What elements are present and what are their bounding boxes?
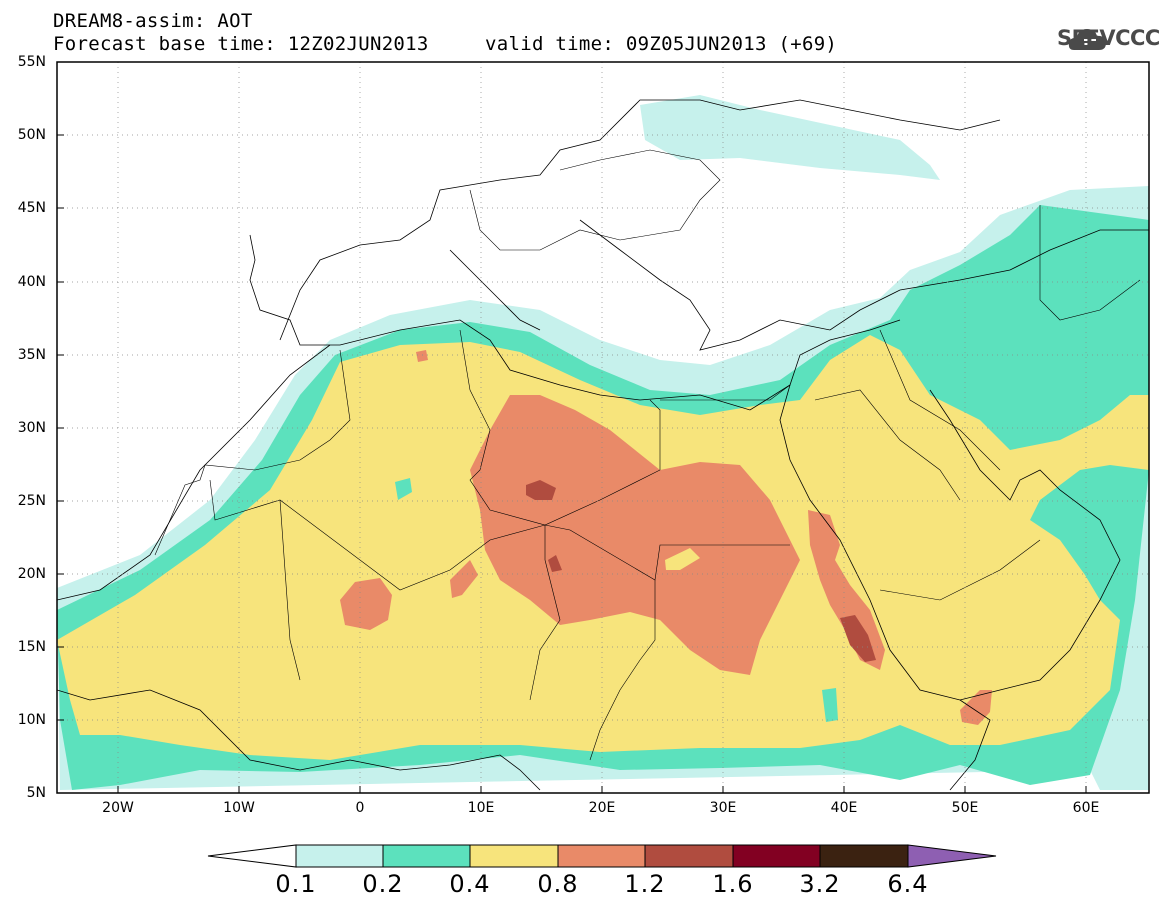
aot-area-0.8-mali bbox=[340, 578, 392, 630]
lat-label: 10N bbox=[17, 712, 46, 728]
colorbar-label: 0.8 bbox=[537, 870, 579, 898]
aot-area-1.2-redsea bbox=[840, 615, 876, 662]
aot-area-1.2-libya bbox=[526, 480, 556, 500]
colorbar-label: 1.2 bbox=[624, 870, 666, 898]
aot-area-0.1-north bbox=[640, 95, 940, 180]
lon-label: 40E bbox=[830, 800, 858, 816]
lon-label: 20E bbox=[588, 800, 616, 816]
axis-ticks bbox=[57, 61, 1087, 794]
lon-label: 20W bbox=[102, 800, 134, 816]
colorbar-swatch-6 bbox=[819, 844, 909, 868]
lat-label: 20N bbox=[17, 566, 46, 582]
country-borders bbox=[154, 149, 1141, 761]
lat-label: 35N bbox=[17, 347, 46, 363]
grid-lines bbox=[57, 62, 1149, 793]
lat-label: 55N bbox=[17, 54, 46, 70]
lat-label: 15N bbox=[17, 639, 46, 655]
aot-area-0.8-chad bbox=[450, 560, 478, 598]
cloud-icon bbox=[1068, 29, 1106, 50]
colorbar-below-arrow bbox=[207, 844, 297, 868]
colorbar-swatch-2 bbox=[469, 844, 559, 868]
colorbar-label: 3.2 bbox=[799, 870, 841, 898]
valid-time: valid time: 09Z05JUN2013 (+69) bbox=[485, 33, 838, 55]
colorbar-label: 0.2 bbox=[362, 870, 404, 898]
lon-label: 50E bbox=[951, 800, 979, 816]
colorbar-label: 0.4 bbox=[449, 870, 491, 898]
colorbar-swatch-4 bbox=[644, 844, 734, 868]
colorbar-swatch-0 bbox=[295, 844, 384, 868]
lat-label: 5N bbox=[26, 785, 46, 801]
colorbar-label: 1.6 bbox=[712, 870, 754, 898]
aot-area-0.8-sahara bbox=[470, 395, 800, 675]
logo-text: SEEVCCC bbox=[1057, 26, 1160, 50]
aot-area-0.8-redsea bbox=[808, 510, 885, 670]
aot-area-0.8-algeria bbox=[416, 350, 428, 362]
forecast-base-time: Forecast base time: 12Z02JUN2013 bbox=[53, 33, 429, 55]
colorbar-above-arrow bbox=[907, 844, 997, 868]
colorbar bbox=[207, 844, 997, 868]
lon-label: 30E bbox=[709, 800, 737, 816]
map-title: DREAM8-assim: AOT bbox=[53, 10, 253, 32]
lat-label: 25N bbox=[17, 493, 46, 509]
lat-label: 45N bbox=[17, 200, 46, 216]
colorbar-swatch-5 bbox=[732, 844, 821, 868]
lon-label: 60E bbox=[1072, 800, 1100, 816]
lat-label: 50N bbox=[17, 127, 46, 143]
lon-label: 10E bbox=[467, 800, 495, 816]
lon-label: 0 bbox=[355, 800, 365, 816]
colorbar-label: 6.4 bbox=[887, 870, 929, 898]
colorbar-swatch-1 bbox=[382, 844, 471, 868]
colorbar-label: 0.1 bbox=[275, 870, 317, 898]
lon-label: 10W bbox=[223, 800, 255, 816]
colorbar-swatch-3 bbox=[557, 844, 646, 868]
lat-label: 30N bbox=[17, 420, 46, 436]
lat-label: 40N bbox=[17, 274, 46, 290]
coastlines bbox=[57, 99, 1149, 791]
aot-contour-fields bbox=[57, 62, 1149, 793]
aot-area-1.2-tibesti bbox=[548, 555, 562, 572]
